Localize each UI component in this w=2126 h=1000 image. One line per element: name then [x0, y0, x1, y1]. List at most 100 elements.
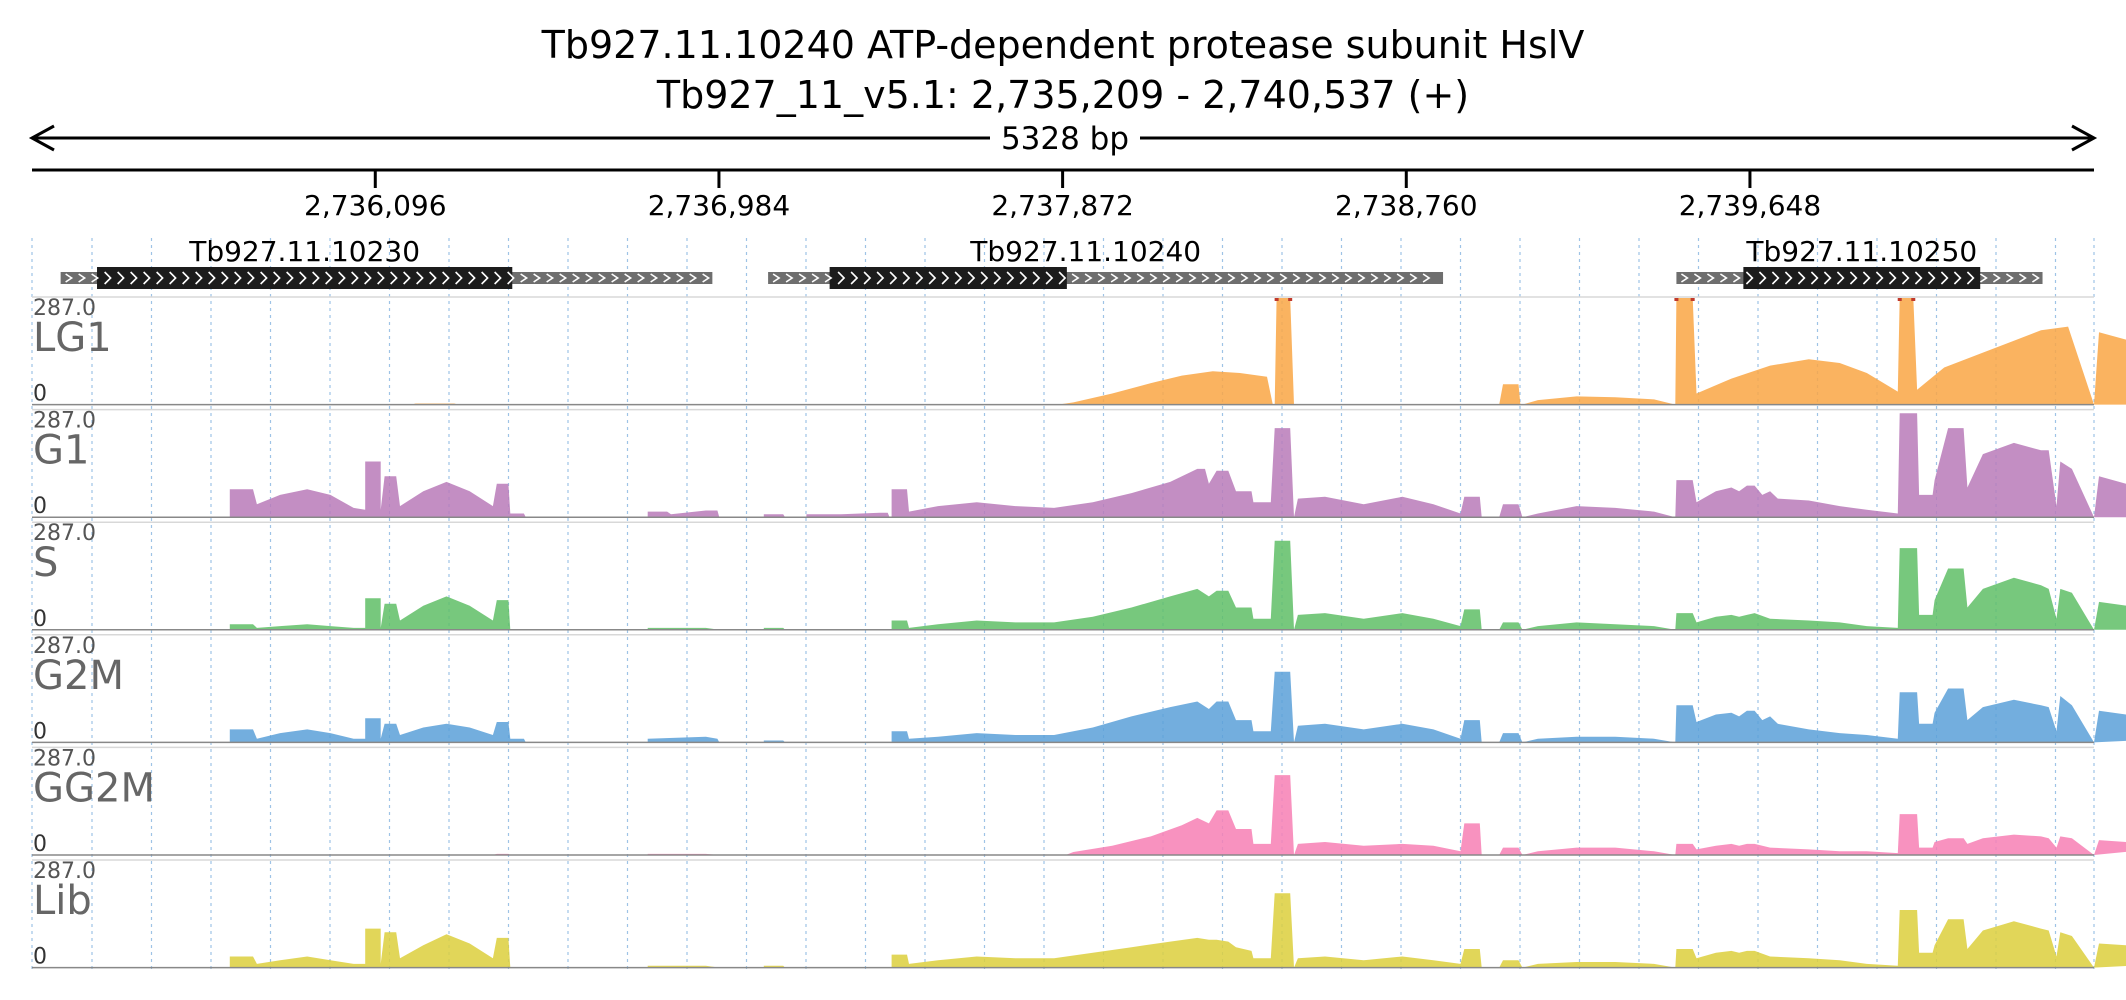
clipped-marker	[1288, 298, 1293, 301]
track-g1: 287.0 0 G1	[32, 409, 2126, 519]
tick-label: 2,737,872	[991, 189, 1134, 222]
strand-chevron-icon	[1706, 273, 1715, 283]
strand-chevron-icon	[546, 273, 555, 283]
strand-chevron-icon	[980, 271, 989, 285]
strand-chevron-icon	[1927, 271, 1936, 285]
strand-chevron-icon	[1396, 273, 1405, 283]
coverage-area	[32, 671, 2126, 743]
strand-chevron-icon	[1006, 271, 1015, 285]
strand-chevron-icon	[1097, 273, 1106, 283]
tick-label: 2,736,096	[304, 189, 447, 222]
strand-chevron-icon	[143, 271, 151, 285]
clipped-marker	[1674, 298, 1679, 301]
track-lg1: 287.0 0 LG1	[32, 296, 2126, 407]
tick-label: 2,738,760	[1335, 189, 1478, 222]
strand-chevron-icon	[338, 271, 346, 285]
strand-chevron-icon	[1357, 273, 1366, 283]
strand-chevron-icon	[954, 271, 963, 285]
strand-chevron-icon	[941, 271, 950, 285]
strand-chevron-icon	[1253, 273, 1262, 283]
strand-chevron-icon	[702, 273, 711, 283]
strand-chevron-icon	[1136, 273, 1145, 283]
strand-chevron-icon	[1279, 273, 1288, 283]
strand-chevron-icon	[65, 273, 74, 283]
strand-chevron-icon	[572, 273, 581, 283]
strand-chevron-icon	[1162, 273, 1171, 283]
strand-chevron-icon	[429, 271, 437, 285]
strand-chevron-icon	[585, 273, 594, 283]
strand-chevron-icon	[1732, 273, 1741, 283]
strand-chevron-icon	[299, 271, 307, 285]
strand-chevron-icon	[824, 273, 833, 283]
strand-chevron-icon	[169, 271, 177, 285]
strand-chevron-icon	[260, 271, 268, 285]
strand-chevron-icon	[1149, 273, 1158, 283]
y-max-label: 287.0	[33, 746, 96, 771]
strand-chevron-icon	[915, 271, 924, 285]
strand-chevron-icon	[1849, 271, 1858, 285]
gene-models: Tb927.11.10230 Tb927.11.10240 Tb927.11.102…	[60, 235, 2043, 289]
y-min-label: 0	[33, 607, 47, 632]
gene-model[interactable]: Tb927.11.10240	[768, 235, 1444, 289]
strand-chevron-icon	[1266, 273, 1275, 283]
strand-chevron-icon	[520, 273, 529, 283]
strand-chevron-icon	[156, 271, 164, 285]
gene-cds	[1743, 267, 1981, 289]
gene-model[interactable]: Tb927.11.10250	[1676, 235, 2043, 289]
strand-chevron-icon	[234, 271, 242, 285]
strand-chevron-icon	[850, 271, 859, 285]
strand-chevron-icon	[1045, 271, 1054, 285]
strand-chevron-icon	[494, 271, 502, 285]
strand-chevron-icon	[182, 271, 190, 285]
strand-chevron-icon	[902, 271, 911, 285]
chart-subtitle: Tb927_11_v5.1: 2,735,209 - 2,740,537 (+)	[656, 73, 1469, 117]
strand-chevron-icon	[91, 273, 100, 283]
strand-chevron-icon	[863, 271, 872, 285]
strand-chevron-icon	[403, 271, 411, 285]
strand-chevron-icon	[507, 271, 515, 285]
strand-chevron-icon	[1823, 271, 1832, 285]
strand-chevron-icon	[1084, 273, 1093, 283]
strand-chevron-icon	[1175, 273, 1184, 283]
track-name-label: G1	[33, 428, 89, 474]
strand-chevron-icon	[624, 273, 633, 283]
strand-chevron-icon	[1058, 271, 1067, 285]
gene-model[interactable]: Tb927.11.10230	[60, 235, 713, 289]
gene-label: Tb927.11.10250	[1745, 235, 1977, 268]
strand-chevron-icon	[689, 273, 698, 283]
coverage-area	[32, 540, 2126, 630]
strand-chevron-icon	[837, 271, 846, 285]
strand-chevron-icon	[1901, 271, 1910, 285]
y-min-label: 0	[33, 494, 47, 519]
strand-chevron-icon	[130, 271, 138, 285]
strand-chevron-icon	[286, 271, 294, 285]
strand-chevron-icon	[1344, 273, 1353, 283]
strand-chevron-icon	[1201, 273, 1210, 283]
coverage-tracks: 287.00LG1287.00G1287.00S287.00G2M287.00G…	[32, 296, 2126, 970]
strand-chevron-icon	[1940, 271, 1949, 285]
strand-chevron-icon	[1771, 271, 1780, 285]
strand-chevron-icon	[785, 273, 794, 283]
y-min-label: 0	[33, 832, 47, 857]
track-name-label: LG1	[33, 315, 112, 361]
strand-chevron-icon	[889, 271, 898, 285]
strand-chevron-icon	[351, 271, 359, 285]
coverage-area	[32, 413, 2126, 518]
strand-chevron-icon	[811, 273, 820, 283]
strand-chevron-icon	[1888, 271, 1897, 285]
strand-chevron-icon	[1214, 273, 1223, 283]
strand-chevron-icon	[876, 271, 885, 285]
track-name-label: Lib	[33, 878, 92, 924]
strand-chevron-icon	[442, 271, 450, 285]
strand-chevron-icon	[1680, 273, 1689, 283]
coordinate-ticks: 2,736,096 2,736,984 2,737,872 2,738,760 2,73…	[304, 170, 1821, 222]
clipped-marker	[1274, 298, 1279, 301]
y-max-label: 287.0	[33, 634, 96, 659]
strand-chevron-icon	[1331, 273, 1340, 283]
y-max-label: 287.0	[33, 296, 96, 321]
strand-chevron-icon	[364, 271, 372, 285]
strand-chevron-icon	[1383, 273, 1392, 283]
strand-chevron-icon	[78, 273, 87, 283]
y-min-label: 0	[33, 719, 47, 744]
